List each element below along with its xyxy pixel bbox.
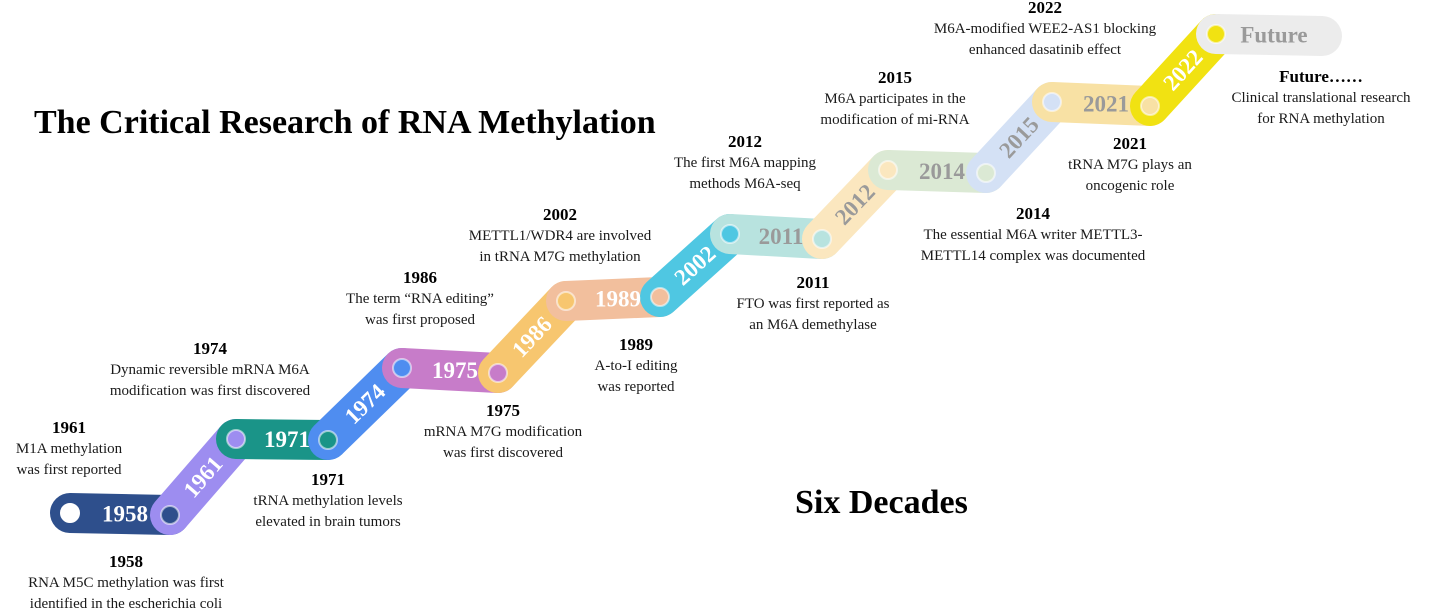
timeline-node: [878, 160, 898, 180]
timeline-node: [488, 363, 508, 383]
timeline-label-1975: 1975: [432, 358, 478, 383]
timeline-label-2014: 2014: [919, 159, 966, 184]
timeline-node: [976, 163, 996, 183]
event-1986: 1986 The term “RNA editing” was first pr…: [346, 268, 494, 328]
timeline-node: [650, 287, 670, 307]
timeline-node: [1042, 92, 1062, 112]
event-2021: 2021 tRNA M7G plays an oncogenic role: [1068, 134, 1192, 194]
timeline-segment-future: [1196, 14, 1342, 56]
timeline-node: [812, 229, 832, 249]
event-2012: 2012 The first M6A mapping methods M6A-s…: [673, 132, 817, 192]
timeline-node: [60, 503, 80, 523]
event-1975: 1975 mRNA M7G modification was first dis…: [423, 401, 583, 461]
timeline-label-2021: 2021: [1083, 92, 1129, 117]
timeline-label-2011: 2011: [759, 224, 804, 249]
event-1971: 1971 tRNA methylation levels elevated in…: [253, 470, 403, 530]
timeline-node: [1206, 24, 1226, 44]
event-1961: 1961 M1A methylation was first reported: [15, 418, 123, 478]
timeline-node: [392, 358, 412, 378]
event-future: Future…… Clinical translational research…: [1231, 67, 1411, 127]
event-2015: 2015 M6A participates in the modificatio…: [820, 68, 970, 128]
timeline-label-1989: 1989: [595, 287, 641, 312]
event-2011: 2011 FTO was first reported as an M6A de…: [736, 273, 890, 333]
timeline-node: [1140, 96, 1160, 116]
timeline-node: [226, 429, 246, 449]
timeline-label-1958: 1958: [102, 502, 148, 527]
event-1958: 1958 RNA M5C methylation was first ident…: [28, 552, 224, 612]
event-2002: 2002 METTL1/WDR4 are involved in tRNA M7…: [468, 205, 652, 265]
timeline-node: [720, 224, 740, 244]
timeline-node: [556, 291, 576, 311]
timeline-node: [318, 430, 338, 450]
event-1974: 1974 Dynamic reversible mRNA M6A modific…: [109, 339, 311, 399]
timeline-label-1971: 1971: [264, 427, 310, 452]
event-2022: 2022 M6A-modified WEE2-AS1 blocking enha…: [933, 0, 1157, 58]
figure-subtitle: Six Decades: [795, 484, 968, 521]
timeline-node: [160, 505, 180, 525]
timeline-label-future: Future: [1240, 23, 1307, 48]
event-2014: 2014 The essential M6A writer METTL3- ME…: [920, 204, 1146, 264]
event-1989: 1989 A-to-I editing was reported: [594, 335, 678, 395]
figure-title: The Critical Research of RNA Methylation: [34, 104, 656, 141]
